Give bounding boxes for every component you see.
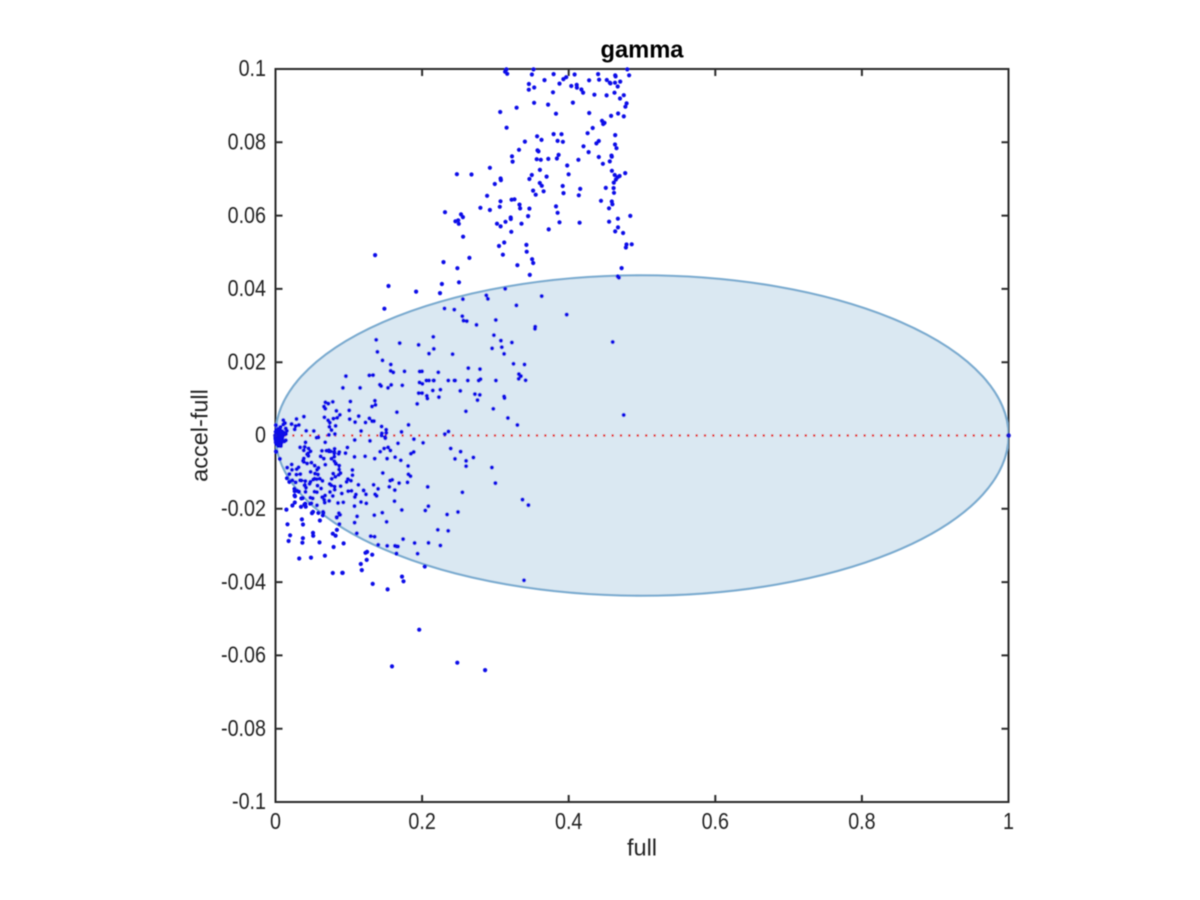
svg-text:-0.1: -0.1 [232,788,266,814]
svg-text:-0.02: -0.02 [221,495,266,521]
svg-text:0.6: 0.6 [702,808,729,834]
svg-text:gamma: gamma [601,38,685,64]
svg-text:1: 1 [1003,808,1014,834]
svg-text:0: 0 [270,808,281,834]
svg-text:0: 0 [255,422,266,448]
svg-text:0.1: 0.1 [239,55,266,81]
svg-text:0.8: 0.8 [848,808,875,834]
svg-text:0.02: 0.02 [228,348,266,374]
svg-text:0.4: 0.4 [555,808,582,834]
svg-text:0.06: 0.06 [228,202,266,228]
svg-text:0.08: 0.08 [228,129,266,155]
svg-text:-0.04: -0.04 [221,568,266,594]
svg-text:full: full [627,835,657,861]
svg-text:-0.06: -0.06 [221,642,266,668]
svg-text:-0.08: -0.08 [221,715,266,741]
svg-text:accel-full: accel-full [187,389,213,482]
svg-text:0.04: 0.04 [228,275,266,301]
svg-text:0.2: 0.2 [408,808,435,834]
